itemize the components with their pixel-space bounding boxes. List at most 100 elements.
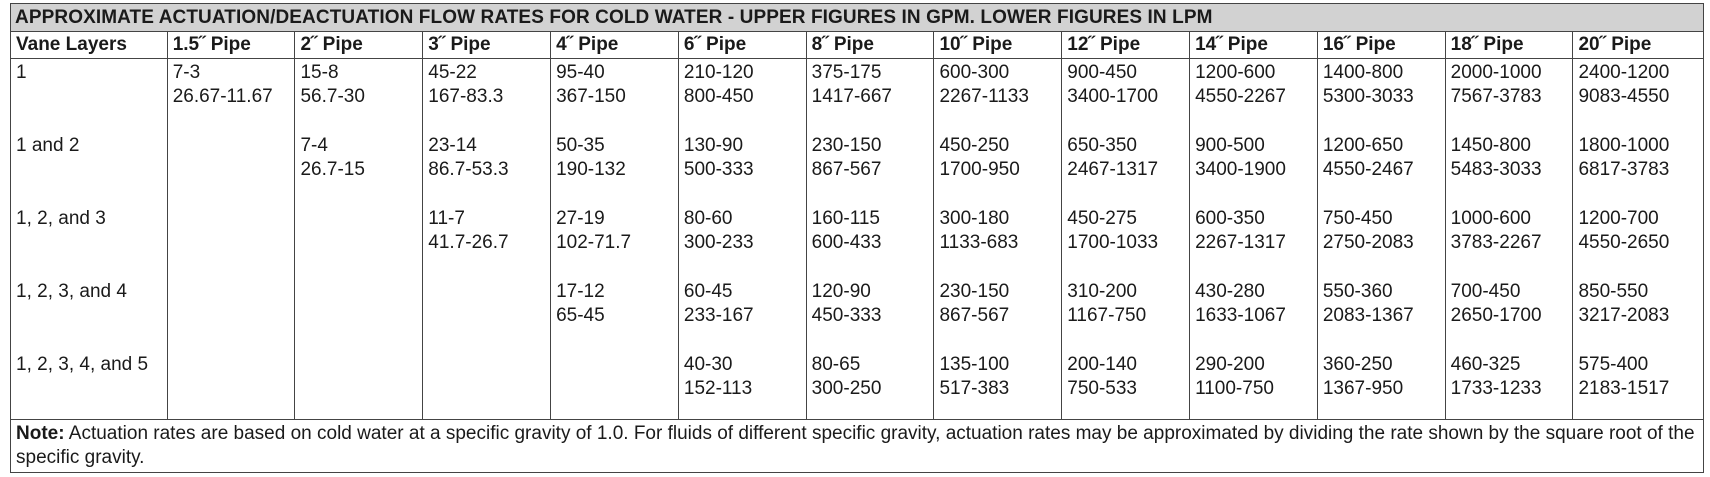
note-label: Note: [16,423,65,444]
gpm-value: 575-400 [1578,353,1649,375]
column-header: 12˝ Pipe [1061,31,1191,59]
gpm-value: 900-450 [1067,62,1137,83]
flow-rate-cell: 290-200 1100-750 [1189,350,1318,420]
flow-rate-cell: 80-60 300-233 [678,204,807,278]
flow-rate-cell: 850-550 3217-2083 [1573,278,1703,351]
flow-rate-cell [422,277,552,351]
lpm-value: 800-450 [683,86,754,107]
lpm-value: 167-83.3 [428,86,504,107]
lpm-value: 2183-1517 [1578,377,1670,399]
flow-rate-cell [167,350,296,420]
gpm-value: 23-14 [428,134,477,156]
flow-rate-cell: 550-360 2083-1367 [1317,277,1446,351]
flow-rate-cell: 900-450 3400-1700 [1061,58,1191,132]
lpm-value: 1417-667 [811,86,892,107]
flow-rate-cell: 17-12 65-45 [550,277,679,351]
flow-rate-cell: 11-7 41.7-26.7 [422,204,552,278]
table-body: 1 7-3 26.67-11.67 15-8 56.7-30 45-22 167-83.3 9… [11,58,1703,420]
gpm-value: 850-550 [1578,280,1649,302]
gpm-value: 17-12 [556,280,605,302]
flow-rate-cell: 900-500 3400-1900 [1189,131,1318,205]
lpm-value: 1133-683 [939,231,1019,253]
vane-layers-cell: 1 [11,58,168,132]
gpm-value: 95-40 [556,62,605,83]
gpm-value: 15-8 [300,62,339,83]
gpm-value: 1200-600 [1195,62,1276,83]
gpm-value: 600-350 [1195,207,1265,229]
flow-rate-cell: 230-150 867-567 [933,277,1063,351]
gpm-value: 430-280 [1195,280,1265,302]
flow-rate-cell: 230-150 867-567 [806,131,935,205]
lpm-value: 26.67-11.67 [172,86,273,107]
gpm-value: 50-35 [556,134,605,156]
lpm-value: 102-71.7 [556,231,632,253]
gpm-value: 700-450 [1450,280,1521,302]
lpm-value: 1700-950 [939,158,1020,180]
lpm-value: 6817-3783 [1578,158,1670,180]
lpm-value: 3400-1700 [1067,86,1159,107]
vane-layers-cell: 1 and 2 [11,131,168,205]
column-header: 20˝ Pipe [1572,31,1703,59]
flow-rate-cell: 310-200 1167-750 [1061,277,1191,351]
lpm-value: 1633-1067 [1195,304,1286,326]
lpm-value: 600-433 [811,231,882,253]
flow-rate-cell: 575-400 2183-1517 [1572,350,1703,420]
flow-rate-cell: 40-30 152-113 [678,350,807,420]
flow-rate-cell: 160-115 600-433 [806,204,935,278]
gpm-value: 80-60 [683,207,733,229]
flow-rate-cell: 200-140 750-533 [1061,350,1191,420]
lpm-value: 517-383 [939,377,1010,399]
gpm-value: 80-65 [811,353,861,375]
flow-rate-cell: 700-450 2650-1700 [1445,277,1574,351]
column-header: 3˝ Pipe [422,31,552,59]
gpm-value: 1400-800 [1322,62,1404,83]
table-row: 1 and 2 7-4 26.7-15 23-14 86.7-53.3 50-35 190-… [11,131,1703,205]
column-header-row: Vane Layers 1.5˝ Pipe 2˝ Pipe 3˝ Pipe 4˝ Pip… [11,31,1703,59]
flow-rate-cell: 1800-1000 6817-3783 [1573,132,1703,205]
lpm-value: 7567-3783 [1450,86,1542,107]
flow-rate-cell: 1450-800 5483-3033 [1445,131,1574,205]
gpm-value: 230-150 [811,134,882,156]
lpm-value: 4550-2650 [1578,231,1670,253]
gpm-value: 160-115 [811,207,880,229]
lpm-value: 2083-1367 [1322,304,1414,326]
gpm-value: 11-7 [428,207,465,229]
flow-rate-cell: 210-120 800-450 [678,58,807,132]
gpm-value: 1000-600 [1450,207,1531,229]
table-row: 1, 2, 3, and 4 17-12 65-45 60-45 233-167 120-… [11,277,1703,351]
flow-rate-cell: 27-19 102-71.7 [550,204,679,278]
gpm-value: 750-450 [1322,207,1393,229]
lpm-value: 4550-2467 [1322,158,1414,180]
lpm-value: 86.7-53.3 [428,158,509,180]
flow-rate-cell [422,350,552,420]
gpm-value: 310-200 [1067,280,1137,302]
gpm-value: 650-350 [1067,134,1137,156]
column-header: Vane Layers [11,31,168,59]
gpm-value: 135-100 [939,353,1010,375]
lpm-value: 2750-2083 [1322,231,1414,253]
gpm-value: 2000-1000 [1450,62,1542,83]
lpm-value: 152-113 [683,377,753,399]
flow-rate-cell [167,277,296,351]
lpm-value: 1167-750 [1067,304,1147,326]
column-header: 10˝ Pipe [933,31,1063,59]
gpm-value: 450-250 [939,134,1010,156]
flow-rate-cell [550,350,679,420]
lpm-value: 26.7-15 [300,158,365,180]
flow-rate-cell: 650-350 2467-1317 [1061,131,1191,205]
flow-rate-cell: 360-250 1367-950 [1317,350,1446,420]
lpm-value: 300-233 [683,231,754,253]
gpm-value: 2400-1200 [1578,62,1670,83]
gpm-value: 130-90 [683,134,744,156]
table-row: 1, 2, and 3 11-7 41.7-26.7 27-19 102-71.7 80-… [11,204,1703,278]
lpm-value: 65-45 [556,304,605,326]
flow-rate-cell: 450-250 1700-950 [933,131,1063,205]
table-row: 1 7-3 26.67-11.67 15-8 56.7-30 45-22 167-83.3 9… [11,58,1703,132]
flow-rate-cell: 80-65 300-250 [806,350,935,420]
flow-rate-cell: 375-175 1417-667 [806,58,935,132]
flow-rate-cell: 60-45 233-167 [678,277,807,351]
lpm-value: 1100-750 [1195,377,1274,399]
column-header: 8˝ Pipe [806,31,935,59]
vane-layers-cell: 1, 2, and 3 [11,204,168,278]
gpm-value: 600-300 [939,62,1010,83]
